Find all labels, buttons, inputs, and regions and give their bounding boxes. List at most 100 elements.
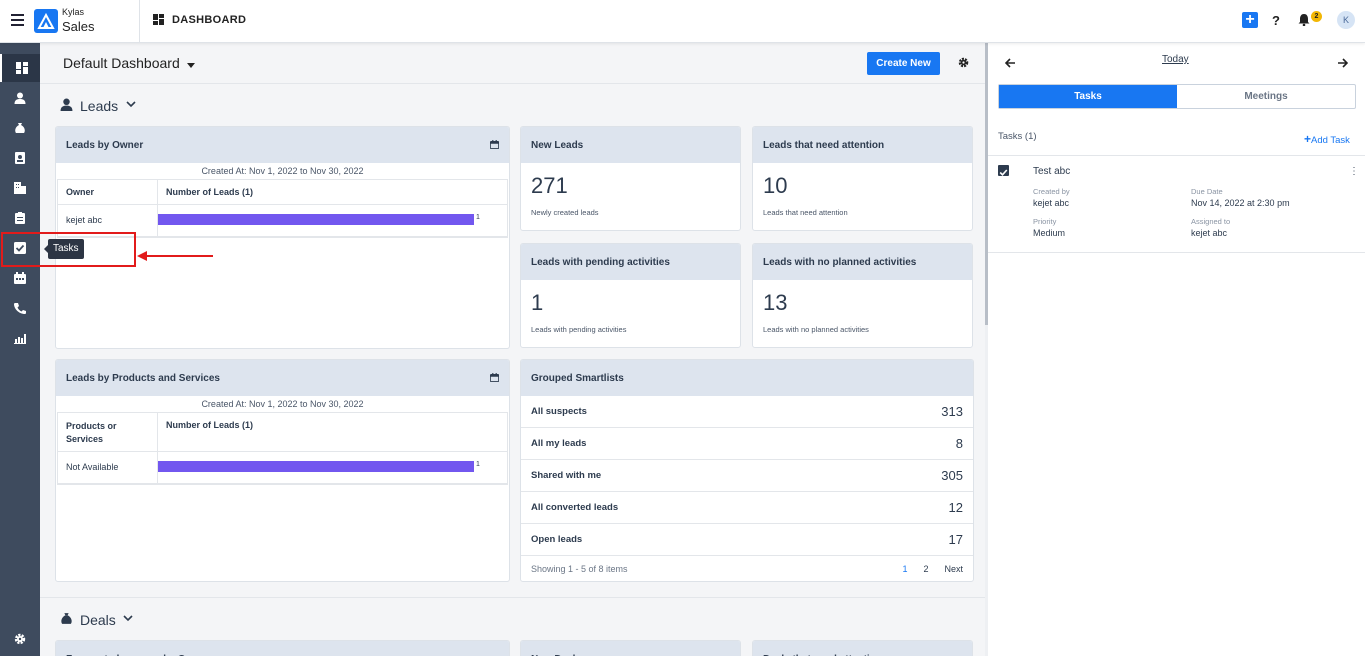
forecast-card: Forecasted revenue by Owner — [55, 640, 510, 656]
caret-down-icon — [186, 63, 195, 68]
smartlist-name: All my leads — [531, 438, 587, 449]
calendar-icon[interactable] — [490, 373, 499, 382]
user-icon — [14, 92, 26, 104]
deals-section-header[interactable]: Deals — [60, 612, 160, 630]
field-label: Priority — [1033, 217, 1057, 226]
kpi-card-attention[interactable]: Leads that need attention 10 Leads that … — [752, 126, 973, 231]
avatar[interactable]: K — [1337, 11, 1355, 29]
divider — [40, 83, 985, 84]
annotation-arrow-icon — [137, 251, 213, 261]
kpi-subtitle: Leads with pending activities — [531, 325, 627, 334]
tab-tasks[interactable]: Tasks — [999, 85, 1177, 108]
owner-bar[interactable] — [158, 214, 474, 225]
bar-value: 1 — [476, 214, 480, 221]
calendar-icon[interactable] — [490, 140, 499, 149]
smartlist-count: 12 — [948, 500, 963, 515]
created-range: Created At: Nov 1, 2022 to Nov 30, 2022 — [201, 399, 364, 409]
new-deals-card: New Deals — [520, 640, 741, 656]
create-new-button[interactable]: Create New — [867, 52, 940, 75]
sidebar-item-quotes[interactable] — [0, 204, 40, 232]
gear-icon — [14, 633, 26, 645]
list-item[interactable]: Open leads 17 — [521, 524, 973, 556]
page-1-link[interactable]: 1 — [902, 564, 908, 574]
arrow-right-icon[interactable] — [1337, 58, 1348, 68]
pagination: Showing 1 - 5 of 8 items 1 2 Next — [521, 556, 973, 581]
card-title: Forecasted revenue by Owner — [56, 641, 509, 656]
task-checkbox[interactable] — [998, 165, 1009, 176]
smartlist-count: 305 — [941, 468, 963, 483]
next-page-link[interactable]: Next — [944, 564, 963, 574]
divider — [139, 0, 140, 43]
plus-icon: + — [1304, 132, 1312, 146]
list-item[interactable]: All converted leads 12 — [521, 492, 973, 524]
quick-add-button[interactable]: + — [1242, 12, 1258, 28]
sidebar-item-tasks[interactable] — [0, 234, 40, 262]
priority-value: Medium — [1033, 228, 1066, 238]
assigned-to-value: kejet abc — [1191, 228, 1228, 238]
sidebar-item-leads[interactable] — [0, 84, 40, 112]
kpi-card-pending[interactable]: Leads with pending activities 1 Leads wi… — [520, 243, 741, 348]
kpi-title: Leads with pending activities — [521, 244, 740, 280]
user-icon — [60, 98, 73, 111]
scrollbar[interactable] — [985, 43, 988, 656]
kpi-title: New Leads — [521, 127, 740, 163]
highlight-box — [1, 232, 136, 267]
kpi-card-no-planned[interactable]: Leads with no planned activities 13 Lead… — [752, 243, 973, 348]
money-bag-icon — [15, 123, 25, 133]
calendar-icon — [14, 272, 26, 284]
product-bar[interactable] — [158, 461, 474, 472]
today-link[interactable]: Today — [1162, 54, 1189, 65]
kpi-card-new-leads[interactable]: New Leads 271 Newly created leads — [520, 126, 741, 231]
sidebar-item-calls[interactable] — [0, 294, 40, 322]
sidebar-item-dashboard[interactable] — [0, 54, 40, 82]
column-header: Products or Services — [58, 413, 158, 451]
due-date-value: Nov 14, 2022 at 2:30 pm — [1191, 198, 1290, 208]
kpi-value: 271 — [531, 173, 568, 198]
kylas-logo[interactable] — [34, 9, 58, 33]
list-item[interactable]: Shared with me 305 — [521, 460, 973, 492]
field-label: Created by — [1033, 187, 1070, 196]
field-label: Due Date — [1191, 187, 1223, 196]
list-item[interactable]: All my leads 8 — [521, 428, 973, 460]
scrollbar-thumb[interactable] — [985, 43, 988, 325]
kpi-subtitle: Newly created leads — [531, 208, 599, 217]
smartlist-name: All converted leads — [531, 502, 619, 513]
card-title: Leads by Owner — [66, 140, 144, 151]
leads-section-header[interactable]: Leads — [60, 98, 160, 116]
page-2-link[interactable]: 2 — [923, 564, 929, 574]
dashboard-selector[interactable]: Default Dashboard — [63, 55, 195, 71]
settings-gear-icon[interactable] — [958, 57, 969, 68]
notification-badge: 2 — [1311, 11, 1322, 22]
arrow-left-icon[interactable] — [1005, 58, 1016, 68]
add-task-button[interactable]: +Add Task — [1304, 132, 1350, 146]
menu-icon[interactable] — [11, 14, 24, 26]
card-title: Deals that need attention — [753, 641, 972, 656]
column-header: Number of Leads (1) — [166, 420, 254, 430]
bell-icon[interactable] — [1298, 13, 1310, 26]
money-bag-icon — [61, 613, 72, 624]
smartlist-name: Shared with me — [531, 470, 602, 481]
help-icon[interactable]: ? — [1272, 13, 1280, 28]
sidebar-item-meetings[interactable] — [0, 264, 40, 292]
brand-small: Kylas — [62, 7, 85, 17]
dashboard-name: Default Dashboard — [63, 55, 180, 71]
list-item[interactable]: All suspects 313 — [521, 396, 973, 428]
kebab-menu-icon[interactable]: ⋮ — [1349, 166, 1359, 177]
kpi-value: 10 — [763, 173, 788, 198]
panel-tabs: Tasks Meetings — [998, 84, 1356, 109]
add-task-label: Add Task — [1311, 135, 1350, 146]
table-row: kejet abc 1 — [58, 205, 507, 237]
chevron-down-icon — [126, 101, 136, 108]
task-item[interactable]: Test abc ⋮ Created by kejet abc Due Date… — [988, 155, 1365, 253]
grouped-smartlists-card: Grouped Smartlists All suspects 313 All m… — [520, 359, 974, 582]
sidebar-item-companies[interactable] — [0, 174, 40, 202]
task-name[interactable]: Test abc — [1033, 166, 1071, 177]
column-header: Owner — [58, 180, 158, 204]
sidebar-item-settings[interactable] — [0, 625, 40, 653]
tab-meetings[interactable]: Meetings — [1244, 91, 1288, 102]
smartlist-list: All suspects 313 All my leads 8 Shared wit… — [521, 396, 973, 556]
sidebar-item-contacts[interactable] — [0, 144, 40, 172]
sidebar-item-reports[interactable] — [0, 324, 40, 352]
sidebar-item-deals[interactable] — [0, 114, 40, 142]
dashboard-main: Default Dashboard Create New Leads Leads… — [40, 43, 985, 656]
